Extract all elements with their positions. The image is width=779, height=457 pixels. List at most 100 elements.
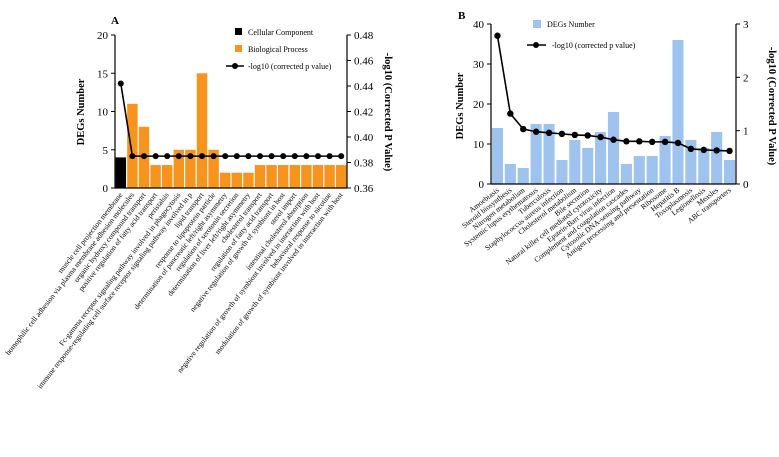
pvalue-point-intestinal-cholesterol-absorption (303, 153, 309, 159)
y2-tick-label: 0.46 (354, 56, 374, 68)
y-tick-label: 5 (103, 145, 109, 157)
pvalue-point-legionellosis (701, 147, 707, 153)
pvalue-point-epstein-barr-virus-infection (610, 137, 616, 143)
bar-amoebiasis (492, 128, 503, 184)
bar-cholesterol-transport (255, 165, 265, 188)
y-tick-label: 15 (97, 68, 109, 80)
y2-tick-label: 0.48 (354, 30, 374, 42)
pvalue-point-homophilic-cell-adhesion-via-plasma-membrane-adhesion-molecules (129, 153, 135, 159)
pvalue-point-positive-regulation-of-fatty-acid-transport (153, 153, 159, 159)
bar-homophilic-cell-adhesion-via-plasma-membrane-adhesion-molecules (127, 104, 137, 188)
pvalue-point-hepatitis-b (675, 140, 681, 146)
y2-tick-label: 1 (743, 126, 749, 138)
y-tick-label: 0 (103, 183, 109, 195)
pvalue-point-peristalsis (164, 153, 170, 159)
bar-legionellosis (698, 148, 709, 184)
pvalue-point-bile-secretion (585, 132, 591, 138)
bar-cytosolic-dna-sensing-pathway (634, 156, 645, 184)
bar-cholesterol-metabolism (569, 140, 580, 184)
pvalue-point-regulation-of-fatty-acid-transport (269, 153, 275, 159)
panel-a-y-axis-label: DEGs Number (76, 78, 87, 145)
panel-a-y2-axis-label: -log10 (Corrected P Value) (382, 53, 393, 172)
figure: A DEGs Number -log10 (Corrected P Value)… (0, 0, 779, 457)
bar-determination-of-liver-left-right-asymmetry (243, 173, 253, 188)
panel-b: B DEGs Number -log10 (Corrected P Value)… (455, 10, 777, 266)
legend-swatch-cellular-component (235, 28, 242, 35)
bar-behavioral-response-to-nicotine (324, 165, 334, 188)
pvalue-point-behavioral-response-to-nicotine (327, 153, 333, 159)
y2-tick-label: 0.40 (354, 132, 374, 144)
y2-tick-label: 0.36 (354, 183, 374, 195)
pvalue-point-negative-regulation-of-growth-of-symbiont-in-host (280, 153, 286, 159)
bar-modulation-of-growth-of-symbiont-involved-in-interaction-with-host (336, 165, 346, 188)
bar-staphylococcus-aureus-infection (556, 160, 567, 184)
pvalue-point-response-to-lipoprotein-particle (211, 153, 217, 159)
legend-swatch-degs-number (533, 20, 541, 28)
y2-tick-label: 0.42 (354, 107, 373, 119)
legend-swatch-biological-process (235, 45, 242, 52)
bar-determination-of-pancreatic-left-right-asymmetry (220, 173, 230, 188)
bar-regulation-of-serotonin-secretion (232, 173, 242, 188)
y-tick-label: 20 (473, 99, 485, 111)
pvalue-point-cytosolic-dna-sensing-pathway (636, 138, 642, 144)
y-tick-label: 10 (97, 107, 109, 119)
legend-label-pvalue-b: -log10 (corrected p value) (552, 41, 636, 50)
panel-a: A DEGs Number -log10 (Corrected P Value)… (3, 15, 393, 390)
pvalue-point-toxoplasmosis (688, 146, 694, 152)
y-tick-label: 30 (473, 59, 485, 71)
bar-muscle-cell-projection-membrane (116, 157, 126, 188)
bar-positive-regulation-of-fatty-acid-transport (150, 165, 160, 188)
y-tick-label: 20 (97, 30, 109, 42)
pvalue-point-determination-of-liver-left-right-asymmetry (245, 153, 251, 159)
legend-marker-sample (533, 42, 539, 48)
legend-label-cellular-component: Cellular Component (248, 28, 314, 37)
pvalue-point-amoebiasis (494, 33, 500, 39)
bar-antigen-processing-and-presentation (647, 156, 658, 184)
bar-negative-regulation-of-growth-of-symbiont-in-host (278, 165, 288, 188)
y2-tick-label: 0 (743, 179, 749, 191)
y2-tick-label: 2 (743, 72, 749, 84)
bar-measles (711, 132, 722, 184)
pvalue-point-cholesterol-metabolism (572, 132, 578, 138)
pvalue-point-ribosome (662, 139, 668, 145)
pvalue-point-organic-hydroxy-compound-transport (141, 153, 147, 159)
pvalue-line (121, 83, 341, 156)
pvalue-point-muscle-cell-projection-membrane (118, 80, 124, 86)
bar-steroid-biosynthesis (505, 164, 516, 184)
pvalue-point-steroid-biosynthesis (507, 110, 513, 116)
bar-abc-transporters (724, 160, 735, 184)
panel-a-legend: Cellular Component Biological Process -l… (226, 28, 332, 71)
legend-marker-sample (232, 63, 238, 69)
pvalue-point-abc-transporters (726, 148, 732, 154)
pvalue-point-staphylococcus-aureus-infection (559, 131, 565, 137)
pvalue-point-lipid-transport (199, 153, 205, 159)
pvalue-point-complement-and-coagulation-cascades (623, 138, 629, 144)
y2-tick-label: 0.44 (354, 81, 374, 93)
pvalue-point-regulation-of-serotonin-secretion (234, 153, 240, 159)
y2-tick-label: 3 (743, 19, 749, 31)
panel-a-label: A (111, 15, 119, 27)
pvalue-point-systemic-lupus-erythematosus (533, 129, 539, 135)
y-tick-label: 40 (473, 19, 485, 31)
pvalue-point-nitrogen-metabolism (520, 126, 526, 132)
pvalue-point-fc-gamma-receptor-signaling-pathway-involved-in-phagocytosis (176, 153, 182, 159)
bar-intestinal-cholesterol-absorption (301, 165, 311, 188)
pvalue-point-modulation-of-growth-of-symbiont-involved-in-interaction-with-host (338, 153, 344, 159)
bar-regulation-of-fatty-acid-transport (266, 165, 276, 188)
panel-b-label: B (458, 10, 466, 22)
pvalue-point-natural-killer-cell-mediated-cytotoxicity (597, 134, 603, 140)
bar-complement-and-coagulation-cascades (621, 164, 632, 184)
bar-peristalsis (162, 165, 172, 188)
panel-b-legend: DEGs Number -log10 (corrected p value) (527, 20, 636, 50)
y-tick-label: 0 (479, 179, 485, 191)
y-tick-label: 10 (473, 139, 485, 151)
bar-epstein-barr-virus-infection (608, 112, 619, 184)
panel-b-y-axis-label: DEGs Number (455, 72, 466, 139)
bar-negative-regulation-of-growth-of-symbiont-involved-in-interaction-with-host (313, 165, 323, 188)
pvalue-point-determination-of-pancreatic-left-right-asymmetry (222, 153, 228, 159)
legend-label-degs-number: DEGs Number (547, 20, 595, 29)
panel-a-plot-area: 051015200.360.380.400.420.440.460.48musc… (3, 30, 373, 390)
pvalue-point-antigen-processing-and-presentation (649, 139, 655, 145)
pvalue-point-cholesterol-transport (257, 153, 263, 159)
pvalue-point-tuberculosis (546, 130, 552, 136)
